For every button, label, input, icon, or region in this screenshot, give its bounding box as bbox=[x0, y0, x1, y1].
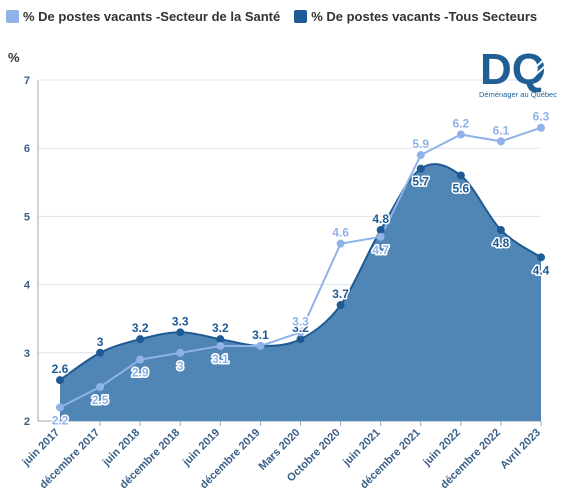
x-tick-label-2: juin 2018 bbox=[100, 427, 142, 469]
point-sante-1 bbox=[96, 382, 105, 391]
data-label-sante-6: 3.3 bbox=[292, 314, 309, 328]
point-tous-6 bbox=[296, 335, 305, 344]
data-label-sante-1: 2.5 bbox=[92, 393, 109, 407]
legend-item-tous[interactable]: % De postes vacants -Tous Secteurs bbox=[294, 9, 537, 24]
point-sante-10 bbox=[456, 130, 465, 139]
data-label-sante-9: 5.9 bbox=[412, 137, 429, 151]
legend-swatch-tous bbox=[294, 9, 308, 23]
point-tous-10 bbox=[456, 171, 465, 180]
point-tous-3 bbox=[176, 328, 185, 337]
point-sante-4 bbox=[216, 341, 225, 350]
data-label-sante-4: 3.1 bbox=[212, 352, 229, 366]
data-label-sante-3: 3 bbox=[177, 359, 184, 373]
legend-item-sante[interactable]: % De postes vacants -Secteur de la Santé bbox=[6, 9, 280, 24]
data-label-tous-12: 4.4 bbox=[533, 263, 550, 277]
point-sante-0 bbox=[56, 403, 64, 412]
point-tous-4 bbox=[216, 335, 225, 344]
point-tous-9 bbox=[416, 164, 425, 173]
point-sante-6 bbox=[296, 328, 305, 337]
data-label-sante-12: 6.3 bbox=[533, 110, 550, 124]
chart-legend: % De postes vacants -Secteur de la Santé… bbox=[6, 6, 537, 26]
data-label-sante-8: 4.7 bbox=[372, 243, 389, 257]
point-sante-3 bbox=[176, 348, 185, 357]
point-tous-8 bbox=[376, 226, 385, 235]
point-tous-11 bbox=[496, 226, 505, 235]
data-label-tous-9: 5.7 bbox=[412, 175, 429, 189]
point-sante-12 bbox=[537, 123, 545, 132]
y-tick-label-3: 3 bbox=[24, 348, 30, 360]
point-sante-8 bbox=[376, 232, 385, 241]
data-label-tous-10: 5.6 bbox=[452, 181, 469, 195]
point-sante-9 bbox=[416, 151, 425, 160]
point-tous-7 bbox=[336, 301, 345, 310]
point-tous-0 bbox=[56, 376, 64, 385]
x-tick-label-10: juin 2022 bbox=[420, 427, 462, 469]
data-label-sante-11: 6.1 bbox=[493, 123, 510, 137]
x-tick-label-4: juin 2019 bbox=[180, 427, 222, 469]
y-tick-label-5: 5 bbox=[24, 211, 30, 223]
x-tick-label-0: juin 2017 bbox=[20, 427, 62, 469]
y-tick-label-4: 4 bbox=[24, 280, 31, 292]
data-label-tous-0: 2.6 bbox=[52, 362, 69, 376]
data-label-tous-1: 3 bbox=[97, 335, 104, 349]
point-sante-7 bbox=[336, 239, 345, 248]
legend-label-sante: % De postes vacants -Secteur de la Santé bbox=[23, 8, 281, 24]
point-tous-2 bbox=[136, 335, 145, 344]
data-label-sante-0: 2.2 bbox=[52, 413, 69, 427]
point-sante-11 bbox=[496, 137, 505, 146]
data-label-sante-10: 6.2 bbox=[452, 117, 469, 131]
dq-logo: DQ Déménager au Québec bbox=[479, 45, 557, 99]
data-label-tous-3: 3.3 bbox=[172, 314, 189, 328]
data-label-tous-6: 3.2 bbox=[292, 321, 309, 335]
y-tick-label-6: 6 bbox=[24, 143, 30, 155]
data-label-tous-4: 3.2 bbox=[212, 321, 229, 335]
data-label-tous-7: 3.7 bbox=[332, 287, 349, 301]
y-axis-label: % bbox=[8, 50, 20, 65]
point-sante-5 bbox=[256, 341, 265, 350]
point-tous-12 bbox=[537, 253, 545, 262]
data-label-tous-11: 4.8 bbox=[493, 236, 510, 250]
y-tick-label-2: 2 bbox=[24, 416, 30, 428]
legend-label-tous: % De postes vacants -Tous Secteurs bbox=[311, 8, 538, 24]
x-tick-label-8: juin 2021 bbox=[340, 427, 382, 469]
data-label-sante-7: 4.6 bbox=[332, 226, 349, 240]
data-label-tous-8: 4.8 bbox=[372, 212, 389, 226]
y-tick-label-7: 7 bbox=[24, 75, 30, 87]
logo-caption: Déménager au Québec bbox=[479, 90, 557, 99]
area-tous-fill bbox=[60, 164, 541, 421]
x-tick-label-12: Avril 2023 bbox=[498, 427, 543, 472]
data-label-sante-2: 2.9 bbox=[132, 366, 149, 380]
logo-letters: DQ bbox=[480, 45, 546, 94]
data-label-tous-2: 3.2 bbox=[132, 321, 149, 335]
point-tous-1 bbox=[96, 348, 105, 357]
data-label-tous-5: 3.1 bbox=[252, 328, 269, 342]
point-sante-2 bbox=[136, 355, 145, 364]
legend-swatch-sante bbox=[6, 9, 19, 23]
